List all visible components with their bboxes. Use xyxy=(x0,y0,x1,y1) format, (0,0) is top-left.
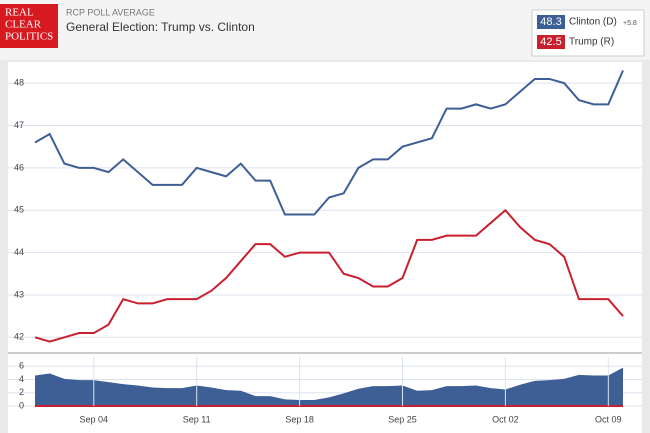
logo-text: REAL xyxy=(5,7,34,19)
y-tick-label: 45 xyxy=(14,205,24,215)
series-line xyxy=(34,208,624,343)
x-tick-label: Oct 02 xyxy=(492,414,519,424)
legend-label: Trump (R) xyxy=(569,37,614,48)
x-tick-label: Oct 09 xyxy=(595,414,622,424)
y-tick-label: 6 xyxy=(19,361,24,371)
legend-value: 48.3 xyxy=(540,16,561,28)
legend-swatch xyxy=(537,35,565,49)
spread-area xyxy=(35,367,623,406)
y-tick-label: 47 xyxy=(14,120,24,130)
legend-label: Clinton (D) xyxy=(569,17,617,28)
plot-bg xyxy=(8,62,642,433)
y-tick-label: 42 xyxy=(14,332,24,342)
x-tick-label: Sep 11 xyxy=(183,414,211,424)
x-tick-label: Sep 04 xyxy=(80,414,109,424)
y-tick-label: 43 xyxy=(14,289,24,299)
y-tick-label: 4 xyxy=(19,374,24,384)
legend-value: 42.5 xyxy=(540,36,561,48)
logo-text: CLEAR xyxy=(5,19,42,31)
y-tick-label: 48 xyxy=(14,78,24,88)
y-tick-label: 44 xyxy=(14,247,24,257)
overline: RCP POLL AVERAGE xyxy=(66,7,155,17)
series-line xyxy=(34,70,624,216)
x-tick-label: Sep 25 xyxy=(388,414,417,424)
logo xyxy=(0,4,58,48)
y-tick-label: 0 xyxy=(19,400,24,410)
y-tick-label: 2 xyxy=(19,387,24,397)
chart-title: General Election: Trump vs. Clinton xyxy=(66,20,255,34)
x-tick-label: Sep 18 xyxy=(285,414,314,424)
legend-swatch xyxy=(537,15,565,29)
lead-label: +5.8 xyxy=(623,20,637,27)
y-tick-label: 46 xyxy=(14,162,24,172)
logo-text: POLITICS xyxy=(5,31,53,43)
